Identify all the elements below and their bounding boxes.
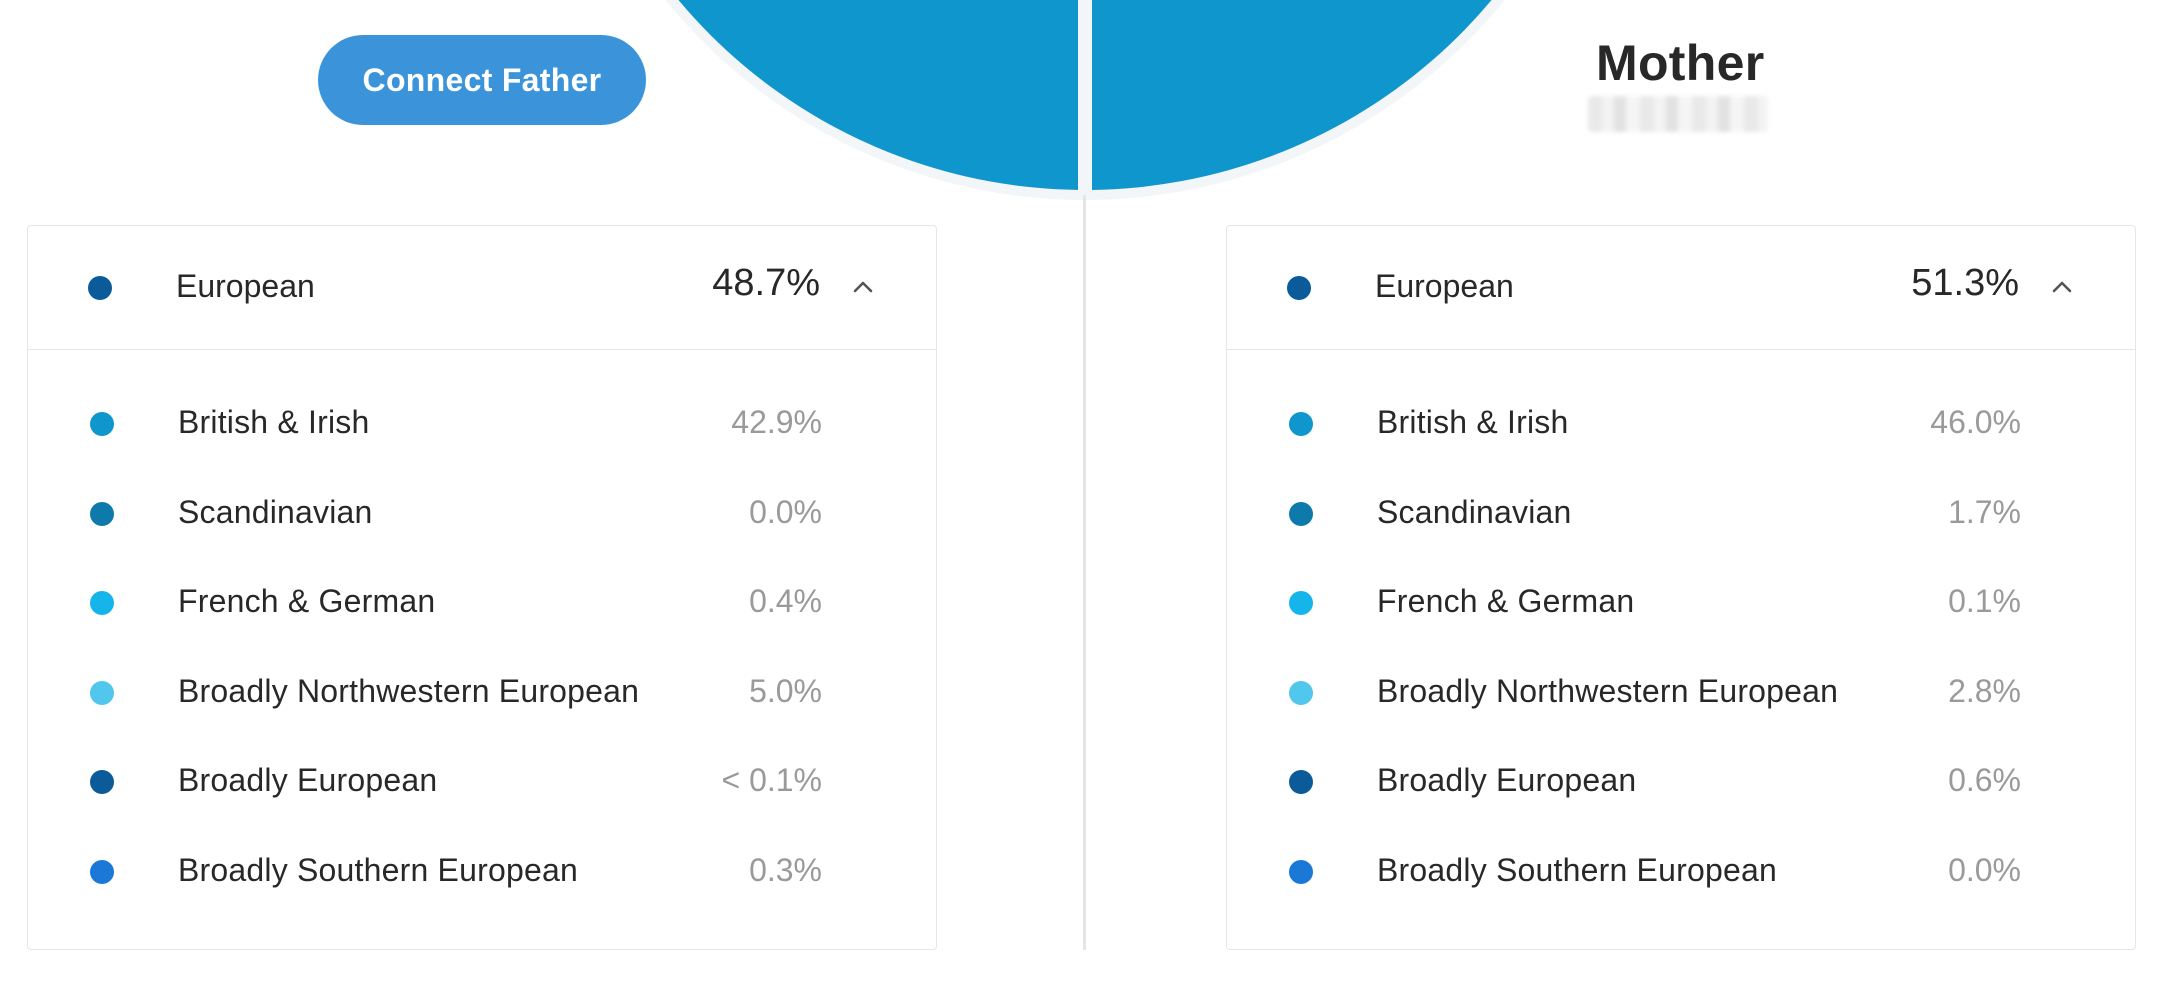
french-german-dot [1289, 591, 1313, 615]
scandinavian-dot [1289, 501, 1313, 526]
father-group-value: 48.7% [712, 262, 820, 304]
mother-ancestry-panel: European 51.3% British & Irish 46.0% Sca… [1226, 225, 2136, 950]
mother-subregion-list: British & Irish 46.0% Scandinavian 1.7% … [1227, 350, 2135, 919]
row-value: 0.6% [1948, 762, 2021, 798]
british-irish-dot [1289, 412, 1313, 436]
father-ancestry-panel: European 48.7% British & Irish 42.9% Sca… [27, 225, 937, 950]
father-row-broadly-southern-european: Broadly Southern European 0.3% [28, 830, 936, 920]
mother-row-broadly-nw-european: Broadly Northwestern European 2.8% [1227, 651, 2135, 741]
mother-row-british-irish: British & Irish 46.0% [1227, 382, 2135, 472]
chevron-up-icon[interactable] [2051, 276, 2073, 298]
row-value: 0.3% [749, 851, 822, 888]
french-german-dot [90, 591, 114, 615]
ancestry-split-donut [665, 0, 1505, 200]
father-row-scandinavian: Scandinavian 0.0% [28, 472, 936, 562]
row-label: French & German [1377, 583, 1635, 619]
row-label: British & Irish [1377, 404, 1569, 440]
row-label: Scandinavian [178, 493, 373, 530]
mother-group-label: European [1375, 268, 1514, 304]
father-european-header[interactable]: European 48.7% [28, 226, 936, 350]
father-slice-0 [678, 0, 1082, 190]
row-value: 46.0% [1930, 404, 2021, 440]
row-value: 0.4% [749, 583, 822, 619]
row-label: Scandinavian [1377, 493, 1572, 530]
mother-slice-0 [1088, 0, 1492, 190]
row-label: Broadly European [1377, 762, 1637, 798]
row-label: French & German [178, 583, 436, 619]
row-value: 0.1% [1948, 583, 2021, 619]
broadly-nw-european-dot [1289, 680, 1313, 705]
row-value: 42.9% [731, 404, 822, 440]
donut-center-gap [1078, 0, 1092, 200]
british-irish-dot [90, 412, 114, 436]
european-color-dot [1287, 276, 1311, 300]
mother-row-french-german: French & German 0.1% [1227, 561, 2135, 651]
broadly-southern-european-dot [1289, 859, 1313, 884]
row-value: 0.0% [1948, 851, 2021, 888]
broadly-european-dot [90, 770, 114, 794]
mother-name-redacted [1588, 96, 1768, 132]
mother-row-broadly-european: Broadly European 0.6% [1227, 740, 2135, 830]
mother-row-scandinavian: Scandinavian 1.7% [1227, 472, 2135, 562]
row-label: Broadly European [178, 762, 438, 798]
scandinavian-dot [90, 501, 114, 526]
row-label: Broadly Southern European [178, 851, 578, 888]
row-value: < 0.1% [721, 762, 822, 798]
row-label: British & Irish [178, 404, 370, 440]
row-label: Broadly Northwestern European [1377, 672, 1839, 709]
row-value: 1.7% [1948, 493, 2021, 530]
father-group-label: European [176, 268, 315, 304]
mother-row-broadly-southern-european: Broadly Southern European 0.0% [1227, 830, 2135, 920]
mother-group-value: 51.3% [1911, 262, 2019, 304]
father-row-french-german: French & German 0.4% [28, 561, 936, 651]
father-row-broadly-european: Broadly European < 0.1% [28, 740, 936, 830]
center-divider [1083, 195, 1086, 950]
father-subregion-list: British & Irish 42.9% Scandinavian 0.0% … [28, 350, 936, 919]
mother-donut-half [1088, 0, 1492, 190]
row-value: 2.8% [1948, 672, 2021, 709]
broadly-southern-european-dot [90, 859, 114, 884]
row-label: Broadly Southern European [1377, 851, 1777, 888]
chevron-up-icon[interactable] [852, 276, 874, 298]
mother-european-header[interactable]: European 51.3% [1227, 226, 2135, 350]
broadly-european-dot [1289, 770, 1313, 794]
row-label: Broadly Northwestern European [178, 672, 640, 709]
row-value: 5.0% [749, 672, 822, 709]
row-value: 0.0% [749, 493, 822, 530]
mother-title: Mother [1596, 35, 1765, 91]
father-row-broadly-nw-european: Broadly Northwestern European 5.0% [28, 651, 936, 741]
broadly-nw-european-dot [90, 680, 114, 705]
father-donut-half [678, 0, 1082, 190]
european-color-dot [88, 276, 112, 300]
father-row-british-irish: British & Irish 42.9% [28, 382, 936, 472]
connect-father-button[interactable]: Connect Father [318, 35, 646, 125]
